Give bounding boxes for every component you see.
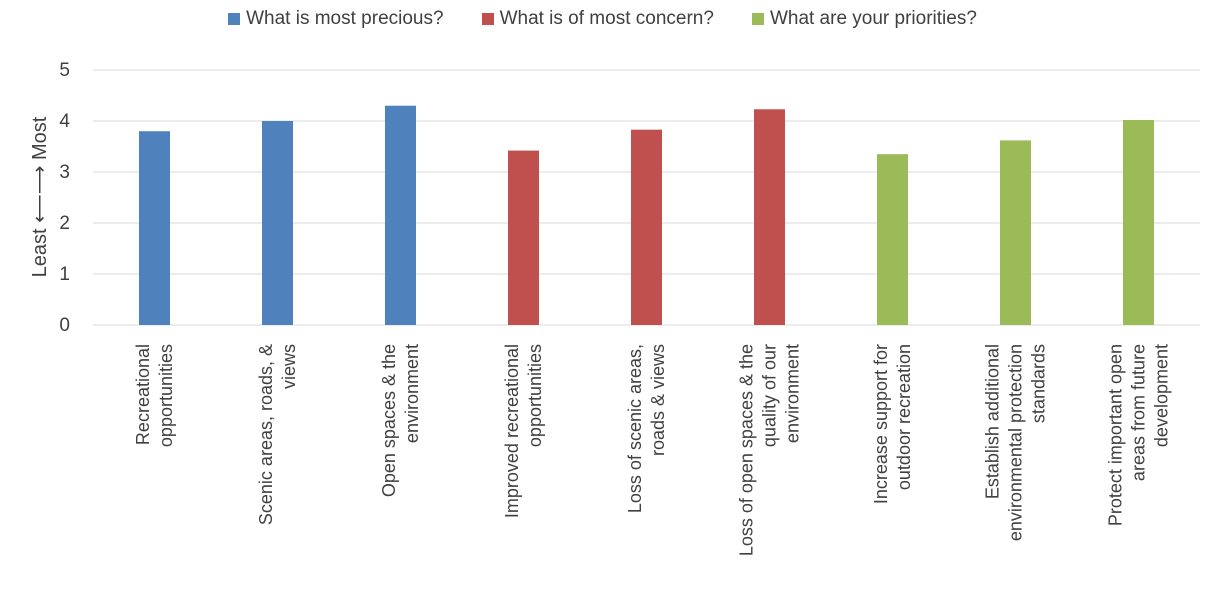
legend: What is most precious? What is of most c… bbox=[0, 8, 1205, 30]
y-tick-label: 5 bbox=[59, 60, 70, 81]
x-tick-label: Loss of open spaces & the quality of our e… bbox=[737, 344, 803, 556]
bar bbox=[877, 154, 908, 325]
x-tick-label: Loss of scenic areas, roads & views bbox=[625, 344, 668, 513]
legend-swatch-priorities bbox=[751, 13, 764, 25]
bar bbox=[385, 105, 416, 325]
legend-label-concern: What is of most concern? bbox=[499, 8, 714, 29]
x-tick-label: Increase support for outdoor recreation bbox=[871, 344, 914, 504]
legend-label-priorities: What are your priorities? bbox=[769, 8, 977, 29]
y-tick-label: 0 bbox=[59, 315, 70, 336]
legend-swatch-concern bbox=[481, 13, 494, 25]
x-axis-labels: Recreational opportunities Scenic areas, r… bbox=[133, 344, 1172, 556]
x-tick-label: Scenic areas, roads, & views bbox=[256, 344, 299, 525]
legend-label-precious: What is most precious? bbox=[246, 8, 444, 29]
x-tick-label: Protect important open areas from future d… bbox=[1106, 344, 1172, 526]
legend-item-concern: What is of most concern? bbox=[481, 8, 714, 30]
bar bbox=[1000, 140, 1031, 325]
legend-swatch-precious bbox=[228, 13, 241, 25]
x-tick-label: Open spaces & the environment bbox=[379, 344, 422, 497]
legend-item-precious: What is most precious? bbox=[228, 8, 444, 30]
x-tick-label: Establish additional environmental protec… bbox=[983, 344, 1049, 541]
bar bbox=[631, 129, 662, 325]
bar bbox=[262, 121, 293, 325]
y-tick-label: 1 bbox=[59, 264, 70, 285]
y-axis-ticks: 0 1 2 3 4 5 bbox=[59, 60, 70, 336]
bars bbox=[139, 105, 1154, 326]
legend-item-priorities: What are your priorities? bbox=[751, 8, 977, 30]
y-tick-label: 4 bbox=[59, 111, 70, 132]
bar bbox=[1123, 119, 1154, 325]
y-axis-label: Least ⟵⟶ Most bbox=[29, 116, 51, 277]
y-tick-label: 2 bbox=[59, 213, 70, 234]
bar bbox=[754, 109, 785, 326]
x-tick-label: Recreational opportunities bbox=[133, 344, 176, 447]
bar bbox=[508, 150, 539, 325]
bar bbox=[139, 131, 170, 325]
x-tick-label: Improved recreational opportunities bbox=[502, 344, 545, 518]
y-tick-label: 3 bbox=[59, 162, 70, 183]
